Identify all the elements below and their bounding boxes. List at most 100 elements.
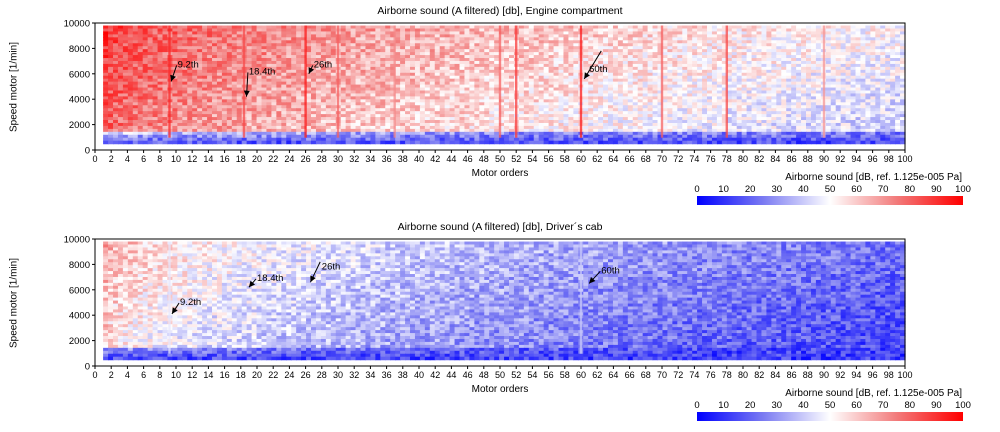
heat-cell <box>182 31 188 35</box>
heat-cell <box>771 84 777 89</box>
heat-cell <box>751 43 758 47</box>
heat-cell <box>801 87 807 92</box>
heat-cell <box>261 31 268 35</box>
heat-cell <box>355 102 362 106</box>
heat-cell <box>395 46 401 50</box>
heat-cell <box>568 84 574 89</box>
heat-cell <box>355 72 362 77</box>
heat-cell <box>424 96 431 100</box>
heat-cell <box>226 114 233 118</box>
heat-cell <box>543 55 550 59</box>
heat-cell <box>424 25 431 30</box>
heat-cell <box>410 60 416 65</box>
heat-cell <box>731 34 738 38</box>
heat-cell <box>355 31 362 35</box>
heat-cell <box>860 58 866 62</box>
heat-cell <box>385 78 391 83</box>
heat-cell <box>281 55 287 59</box>
heat-cell <box>454 105 461 109</box>
heat-cell <box>672 93 678 97</box>
heat-cell <box>598 75 604 80</box>
heat-cell <box>266 84 272 89</box>
heat-cell <box>251 25 258 30</box>
heat-cell <box>400 25 406 30</box>
heat-cell <box>642 28 649 33</box>
heat-cell <box>657 99 664 103</box>
heat-cell <box>271 111 277 115</box>
heat-cell <box>325 60 332 65</box>
heat-cell <box>122 58 129 62</box>
heat-cell <box>746 84 753 89</box>
heat-cell <box>746 81 753 86</box>
heat-cell <box>692 37 698 41</box>
heat-cell <box>860 78 866 83</box>
heat-cell <box>622 81 629 86</box>
heat-cell <box>266 111 272 115</box>
heat-cell <box>810 111 817 115</box>
heat-cell <box>365 31 371 35</box>
heat-cell <box>608 25 614 30</box>
heat-cell <box>662 114 668 118</box>
heat-cell <box>271 81 277 86</box>
heat-cell <box>296 63 302 68</box>
heat-cell <box>197 75 203 80</box>
heat-cell <box>429 37 436 41</box>
heat-cell <box>632 46 639 50</box>
heat-cell <box>825 37 832 41</box>
heat-cell <box>840 52 847 56</box>
heat-cell <box>781 84 787 89</box>
heat-cell <box>583 96 589 100</box>
heat-cell <box>152 43 159 47</box>
heat-cell <box>612 43 619 47</box>
heat-cell <box>207 31 213 35</box>
heat-cell <box>588 63 594 68</box>
heat-cell <box>593 78 599 83</box>
heat-cell <box>325 34 332 38</box>
heat-cell <box>692 25 698 30</box>
heat-cell <box>528 63 535 68</box>
heat-cell <box>132 66 139 71</box>
heat-cell <box>855 90 862 95</box>
heat-cell <box>301 63 307 68</box>
heat-cell <box>370 111 376 115</box>
heat-cell <box>766 87 772 92</box>
heat-cell <box>365 87 371 92</box>
heat-cell <box>721 84 728 89</box>
heat-cell <box>632 28 639 33</box>
heat-cell <box>202 31 208 35</box>
heat-cell <box>672 43 678 47</box>
heat-cell <box>137 72 144 77</box>
heat-cell <box>459 108 466 112</box>
heat-cell <box>721 37 728 41</box>
heat-cell <box>716 37 723 41</box>
heat-cell <box>553 99 560 103</box>
heat-cell <box>350 111 357 115</box>
heat-cell <box>583 111 589 115</box>
heat-cell <box>825 99 832 103</box>
heat-cell <box>103 31 109 35</box>
heat-cell <box>400 58 406 62</box>
heat-cell <box>583 114 589 118</box>
heat-cell <box>746 55 753 59</box>
heat-cell <box>702 108 708 112</box>
heat-cell <box>548 96 555 100</box>
heat-cell <box>207 93 213 97</box>
heat-cell <box>687 105 693 109</box>
heat-cell <box>375 46 381 50</box>
heat-cell <box>350 31 357 35</box>
heat-cell <box>860 102 866 106</box>
heat-cell <box>182 43 188 47</box>
heat-cell <box>702 96 708 100</box>
heat-cell <box>806 87 812 92</box>
heat-cell <box>345 66 352 71</box>
heat-cell <box>226 108 233 112</box>
heat-cell <box>410 102 416 106</box>
heat-cell <box>162 96 169 100</box>
heat-cell <box>355 90 362 95</box>
heat-cell <box>296 75 302 80</box>
heat-cell <box>766 111 772 115</box>
heat-cell <box>157 66 164 71</box>
heat-cell <box>405 84 411 89</box>
heat-cell <box>865 93 871 97</box>
heat-cell <box>504 40 510 44</box>
